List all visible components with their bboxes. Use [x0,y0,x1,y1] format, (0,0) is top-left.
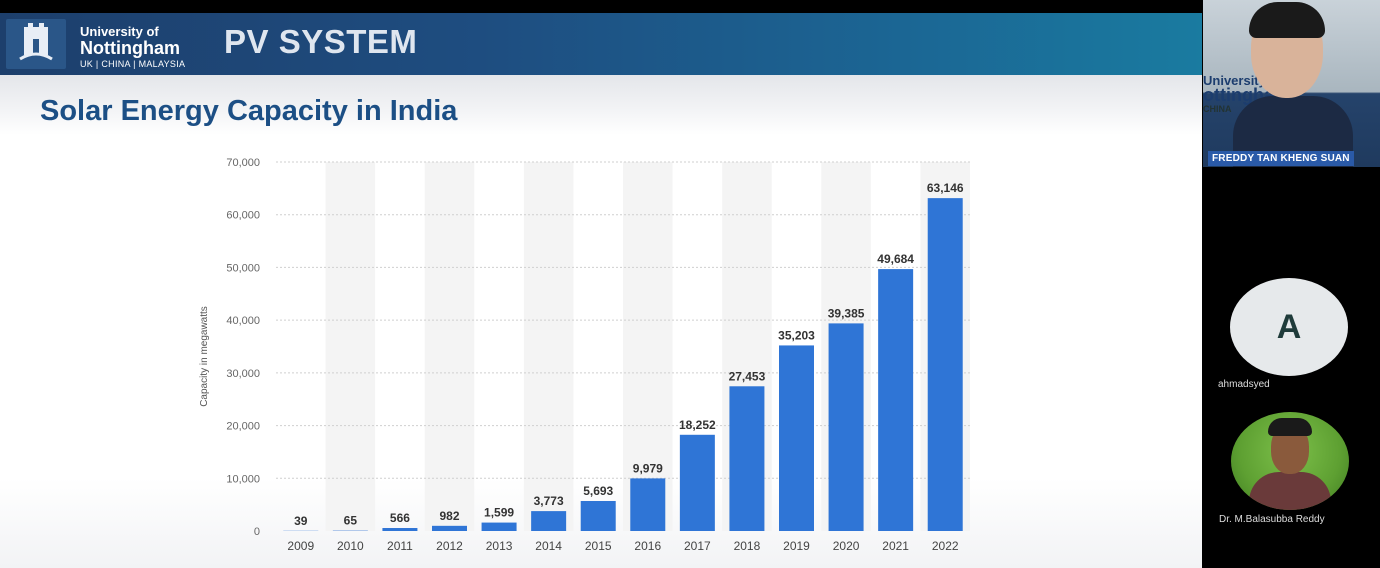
bar-2012 [432,525,467,531]
y-tick-label: 30,000 [226,368,260,380]
column-band [424,162,475,531]
participant-photo-body [1249,472,1331,510]
x-tick-label-2014: 2014 [535,539,562,553]
video-bg-line3: CHINA [1203,104,1232,114]
x-tick-label-2022: 2022 [932,539,959,553]
data-label-2019: 35,203 [778,328,815,342]
participant-name-ahmadsyed: ahmadsyed [1218,379,1270,390]
presentation-slide: University of Nottingham UK | CHINA | MA… [0,13,1202,568]
x-tick-label-2019: 2019 [783,539,810,553]
x-tick-label-2021: 2021 [882,539,909,553]
title-band [0,75,1202,135]
participant-name-balasubba: Dr. M.Balasubba Reddy [1219,514,1325,525]
data-label-2011: 566 [390,511,410,525]
data-label-2014: 3,773 [534,494,564,508]
participant-photo-hair [1268,418,1312,436]
column-band [523,162,574,531]
participant-avatar-initial[interactable]: A [1230,278,1348,376]
x-tick-label-2010: 2010 [337,539,364,553]
y-tick-label: 40,000 [226,315,260,327]
bar-2015 [580,500,616,531]
data-label-2013: 1,599 [484,506,514,520]
bar-2022 [927,198,963,531]
x-tick-label-2018: 2018 [734,539,761,553]
data-label-2012: 982 [439,509,459,523]
y-tick-label: 10,000 [226,473,260,485]
x-tick-label-2020: 2020 [833,539,860,553]
x-tick-label-2012: 2012 [436,539,463,553]
university-line2: Nottingham [80,38,180,58]
bar-2011 [382,528,418,531]
data-label-2022: 63,146 [927,181,964,195]
y-tick-label: 50,000 [226,262,260,274]
data-label-2018: 27,453 [729,369,766,383]
data-label-2020: 39,385 [828,306,865,320]
slide-title: Solar Energy Capacity in India [40,95,458,127]
column-band [325,162,376,531]
presenter-name-label: FREDDY TAN KHENG SUAN [1208,151,1354,166]
bar-2016 [630,478,666,531]
y-tick-label: 20,000 [226,421,260,433]
data-label-2017: 18,252 [679,418,716,432]
data-label-2021: 49,684 [877,252,914,266]
bar-2014 [531,511,567,531]
column-band [623,162,673,531]
bar-2017 [679,434,715,531]
bar-2019 [779,345,814,531]
presenter-hair [1249,2,1325,38]
y-tick-label: 0 [254,526,260,538]
x-tick-label-2011: 2011 [387,539,413,553]
university-line3: UK | CHINA | MALAYSIA [80,59,186,69]
bar-2020 [828,323,864,531]
crest-icon [19,23,53,61]
x-tick-label-2009: 2009 [287,539,314,553]
data-label-2015: 5,693 [583,484,613,498]
data-label-2009: 39 [294,514,308,528]
university-crest-logo [6,19,66,69]
slide-header-banner: University of Nottingham UK | CHINA | MA… [0,13,1202,75]
x-tick-label-2017: 2017 [684,539,711,553]
y-tick-label: 70,000 [226,157,260,169]
bar-2021 [878,269,914,531]
participant-avatar-photo[interactable] [1231,412,1349,510]
presenter-video[interactable]: University ottingham CHINA [1203,0,1380,167]
x-tick-label-2013: 2013 [486,539,513,553]
bar-chart: 0 10,000 20,000 30,000 40,000 50,000 60,000 70,… [199,157,970,553]
y-tick-label: 60,000 [226,210,260,222]
data-label-2016: 9,979 [633,461,663,475]
university-wordmark: University of Nottingham UK | CHINA | MA… [80,25,185,70]
bar-2013 [481,522,517,531]
video-bg-line1: University [1203,73,1266,88]
x-tick-label-2015: 2015 [585,539,612,553]
x-tick-label-2016: 2016 [634,539,661,553]
bar-2018 [729,386,765,531]
university-line1: University of [80,24,159,39]
header-title: PV SYSTEM [224,23,418,60]
y-axis-label: Capacity in megawatts [199,306,210,407]
data-label-2010: 65 [344,514,358,528]
